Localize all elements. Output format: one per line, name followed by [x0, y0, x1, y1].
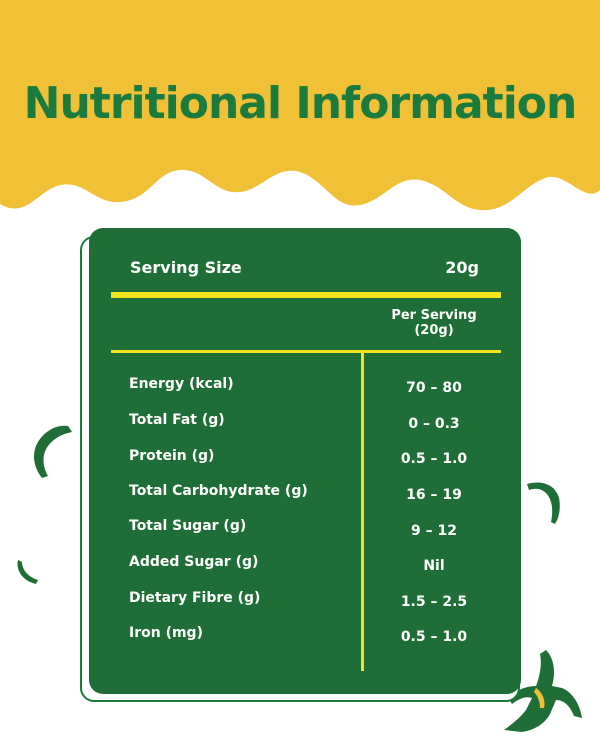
serving-size-value: 20g: [445, 258, 479, 277]
banana-slice-icon: [17, 560, 38, 584]
serving-size-label: Serving Size: [130, 258, 242, 277]
per-serving-label: Per Serving: [391, 308, 477, 323]
nutrition-panel: Serving Size 20g Per Serving (20g) Energ…: [89, 228, 521, 694]
row-value: 0.5 – 1.0: [400, 451, 468, 467]
row-value: 1.5 – 2.5: [400, 594, 468, 610]
row-value: 16 – 19: [406, 487, 462, 503]
row-label: Iron (mg): [129, 625, 203, 641]
page-title: Nutritional Information: [23, 78, 578, 129]
thick-divider: [111, 292, 501, 298]
row-value: 0 – 0.3: [408, 416, 460, 432]
row-value: 9 – 12: [411, 523, 457, 539]
per-serving-header: Per Serving (20g): [364, 308, 504, 338]
row-label: Total Sugar (g): [129, 518, 247, 534]
row-label: Total Fat (g): [129, 412, 225, 428]
row-value: 70 – 80: [406, 380, 462, 396]
row-value: 0.5 – 1.0: [400, 629, 468, 645]
row-value: Nil: [423, 558, 445, 574]
row-label: Dietary Fibre (g): [129, 590, 261, 606]
banana-slice-icon: [34, 425, 72, 478]
row-label: Total Carbohydrate (g): [129, 483, 308, 499]
row-label: Protein (g): [129, 448, 215, 464]
yellow-drip-banner: [0, 0, 600, 211]
header-divider: [111, 350, 501, 353]
per-serving-amount: (20g): [414, 323, 454, 338]
row-label: Energy (kcal): [129, 376, 234, 392]
banana-chip-icon: [527, 482, 560, 524]
row-label: Added Sugar (g): [129, 554, 259, 570]
peeled-banana-icon: [504, 650, 582, 732]
column-divider: [361, 353, 364, 671]
